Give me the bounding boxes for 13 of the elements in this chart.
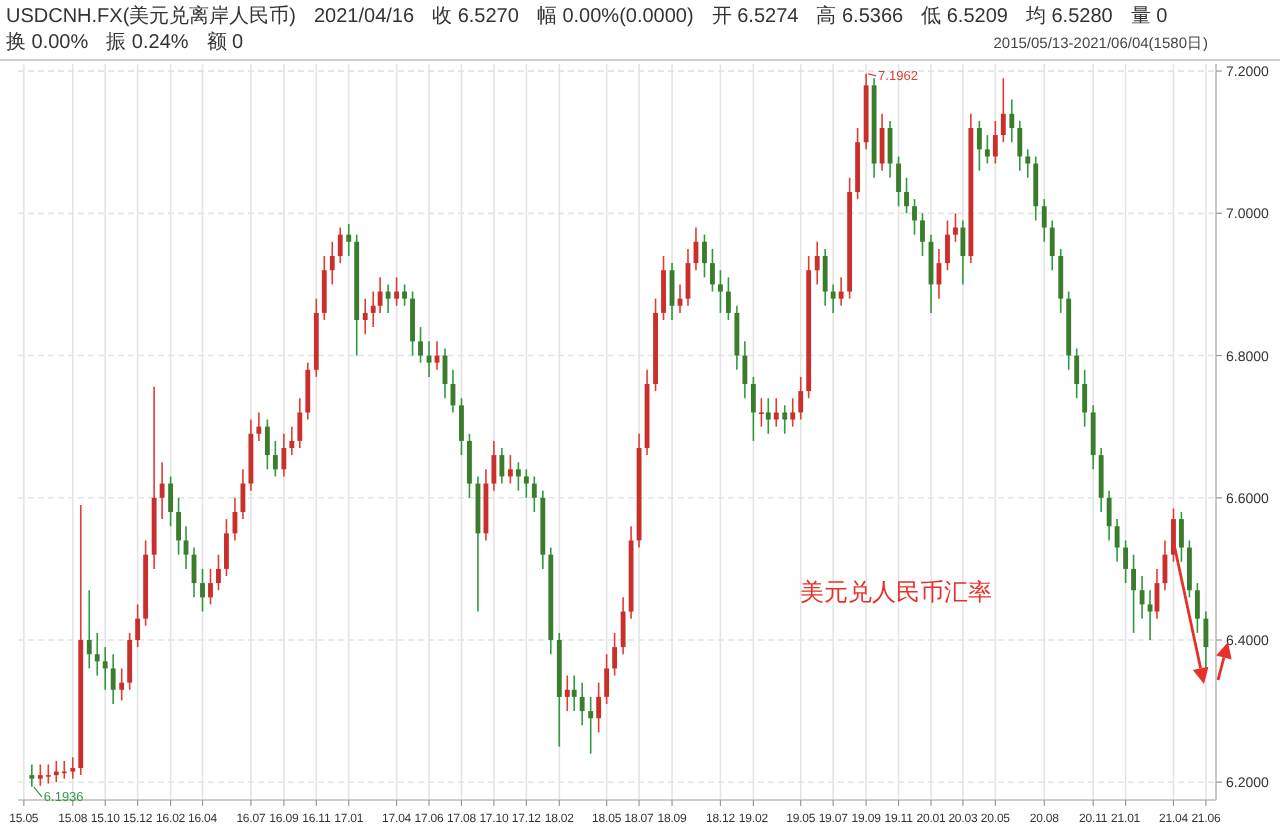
header: 低 6.5209: [921, 6, 1008, 28]
annotation: 美元兑人民币汇率: [800, 578, 992, 606]
header: 收 6.5270: [432, 6, 519, 28]
header: 均 6.5280: [1025, 6, 1113, 28]
header: 高 6.5366: [816, 6, 904, 28]
header: 幅 0.00%(0.0000): [536, 6, 694, 28]
header: 振 0.24%: [106, 32, 189, 54]
header: USDCNH.FX(美元兑离岸人民币): [6, 6, 296, 28]
header: 换 0.00%: [6, 32, 89, 54]
header: 2021/04/16: [314, 6, 415, 28]
header: 额 0: [206, 32, 244, 54]
header: 量 0: [1130, 6, 1168, 28]
header: 开 6.5274: [711, 6, 799, 28]
